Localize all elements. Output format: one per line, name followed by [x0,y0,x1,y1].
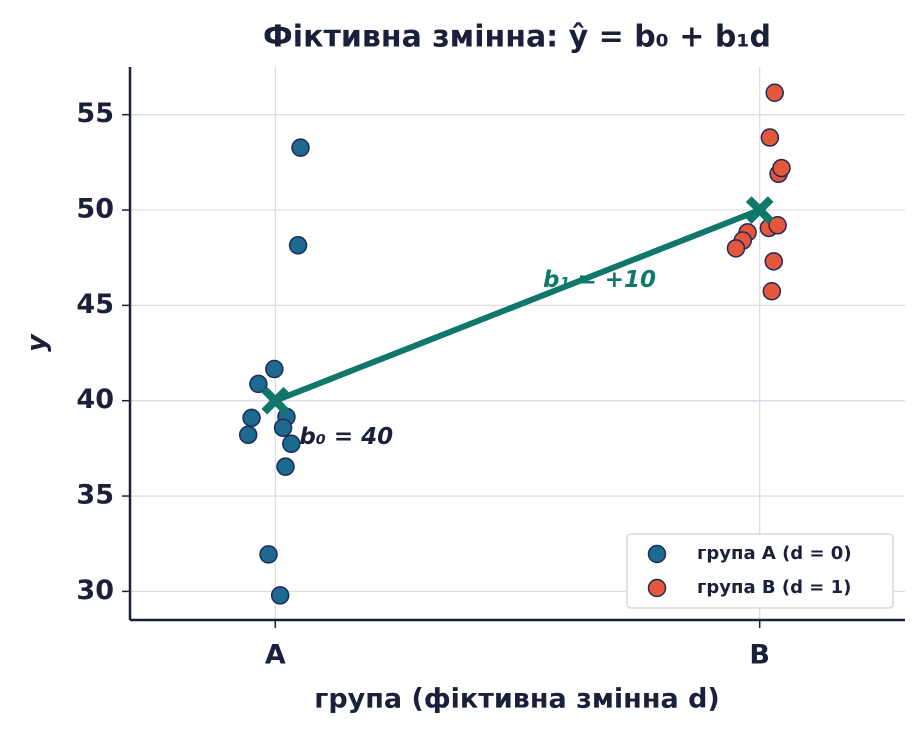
point [259,545,278,564]
y-tick-label: 50 [76,194,114,225]
point [764,252,783,271]
point [270,586,290,605]
x-tick-label: A [265,640,286,671]
point [276,457,295,476]
point [265,359,284,379]
y-tick-label: 40 [76,384,114,415]
point [273,418,293,438]
y-tick-label: 30 [76,575,114,606]
point [772,158,791,178]
point [288,236,308,255]
point [238,425,258,445]
point [762,282,782,301]
x-tick-label: B [749,640,770,671]
fit-line [274,207,761,404]
legend-marker [647,578,667,598]
point [249,374,268,394]
legend-marker [647,544,667,564]
point [242,408,261,428]
x-axis-label: група (фіктивна змінна d) [314,684,720,715]
y-tick-label: 35 [76,480,114,511]
point [768,216,787,235]
legend-box [626,533,894,609]
annotation: b₁ = +10 [543,267,656,293]
fit-marker [261,386,290,415]
fit-marker [745,196,774,224]
point [291,138,310,157]
annotation: b₀ = 40 [299,424,393,450]
point [282,434,301,454]
point [765,83,784,102]
point [760,128,780,147]
y-axis-label: y [22,333,53,352]
y-tick-label: 45 [76,289,114,320]
point [726,239,746,258]
legend-label: група A (d = 0) [697,543,852,564]
y-tick-label: 55 [76,98,114,129]
chart-title: Фіктивна змінна: ŷ = b₀ + b₁d [263,20,771,55]
legend-label: група B (d = 1) [697,577,851,598]
